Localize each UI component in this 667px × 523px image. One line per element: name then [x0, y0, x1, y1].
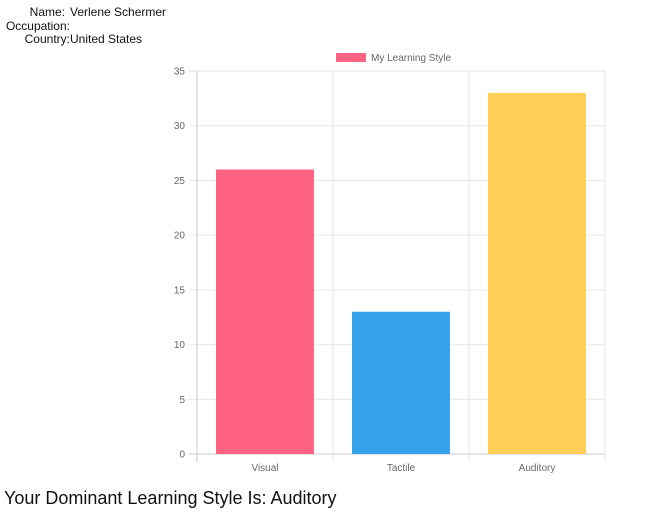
y-tick-label: 25 — [174, 176, 186, 187]
bar-auditory[interactable] — [488, 92, 586, 454]
x-axis-ticks: Visual Tactile Auditory — [251, 463, 555, 474]
legend-label: My Learning Style — [371, 53, 451, 64]
dominant-style-result: Your Dominant Learning Style Is: Auditor… — [4, 488, 337, 508]
country-value: United States — [70, 32, 143, 46]
profile-info: Name: Verlene Schermer Occupation: Count… — [0, 5, 175, 47]
y-tick-label: 30 — [174, 121, 186, 132]
bar-tactile[interactable] — [352, 311, 450, 454]
profile-occupation-row: Occupation: — [0, 18, 175, 34]
bar-visual[interactable] — [216, 169, 314, 454]
y-axis-ticks: 0 5 10 15 20 25 30 35 — [174, 67, 186, 461]
occupation-label: Occupation: — [5, 18, 70, 33]
profile-name-row: Name: Verlene Schermer — [0, 5, 175, 20]
y-tick-label: 35 — [174, 67, 186, 78]
learning-style-chart: 0 5 10 15 20 25 30 35 Visual Tactile Auditory My … — [174, 53, 606, 474]
country-label: Country: — [24, 32, 70, 46]
x-tick-label: Auditory — [519, 463, 556, 474]
y-tick-label: 5 — [179, 395, 185, 406]
x-tick-label: Visual — [251, 463, 278, 474]
legend-swatch — [336, 53, 366, 62]
chart-bars — [216, 92, 586, 454]
name-label: Name: — [29, 5, 65, 19]
x-tick-label: Tactile — [387, 463, 416, 474]
chart-legend[interactable]: My Learning Style — [336, 53, 451, 64]
y-tick-label: 20 — [174, 231, 186, 242]
y-tick-label: 15 — [174, 285, 186, 296]
y-tick-label: 10 — [174, 340, 186, 351]
name-value: Verlene Schermer — [70, 5, 167, 19]
profile-country-row: Country: United States — [0, 32, 175, 47]
y-tick-label: 0 — [179, 450, 185, 461]
